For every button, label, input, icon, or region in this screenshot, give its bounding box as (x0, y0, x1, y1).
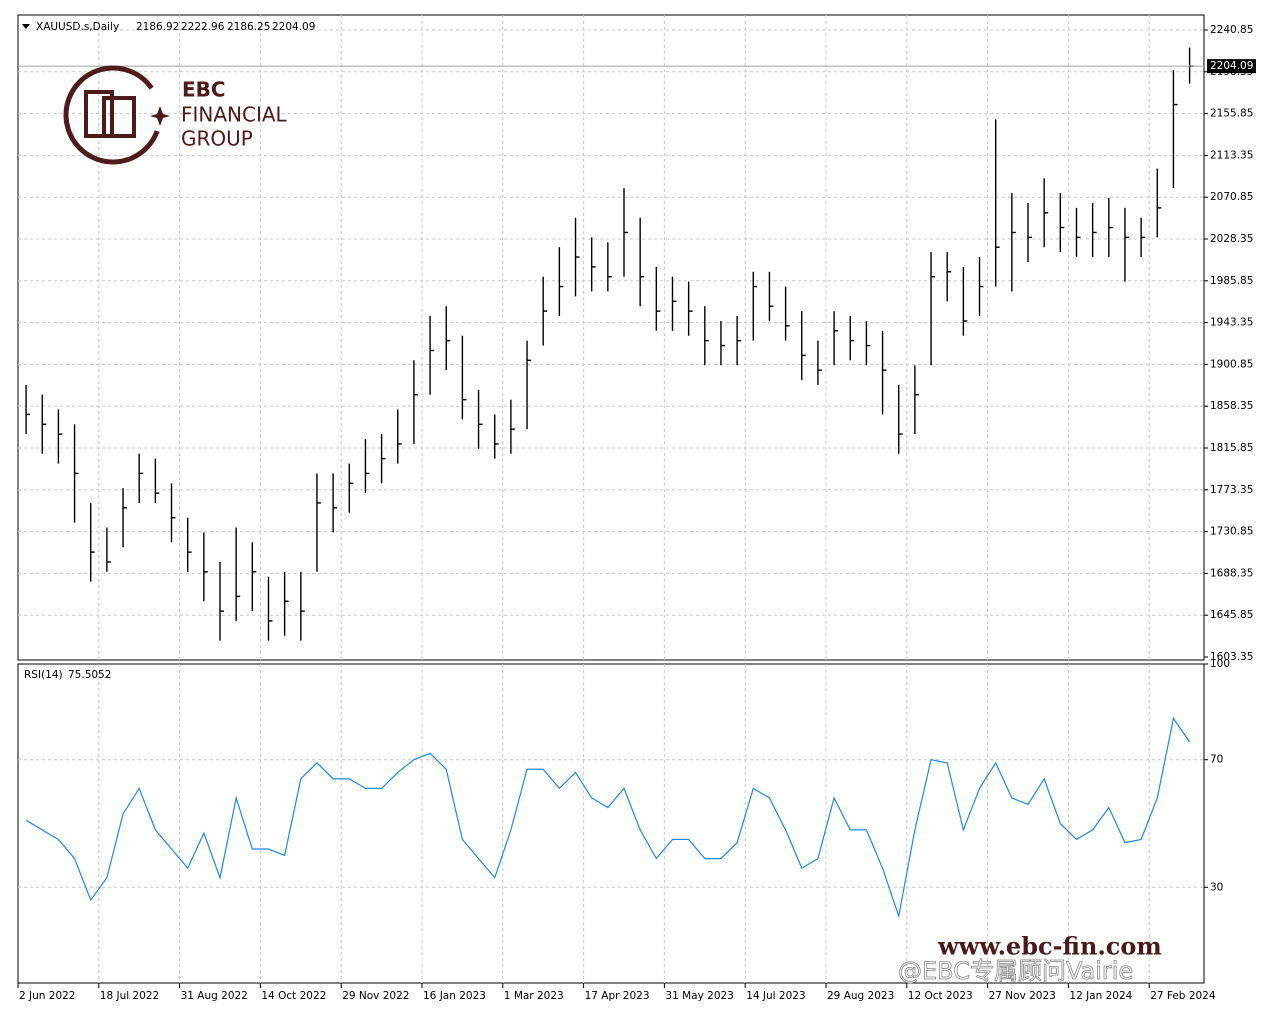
grid (18, 15, 1204, 983)
logo-line: GROUP (181, 127, 253, 151)
rsi-line (25, 716, 1191, 919)
y-tick-label: 1943.35 (1210, 317, 1253, 329)
y-tick-label: 1815.85 (1210, 442, 1253, 454)
logo: EBC FINANCIAL GROUP (63, 65, 288, 165)
marks (18, 47, 1204, 919)
y-tick-label: 1730.85 (1210, 526, 1253, 538)
x-tick-label: 12 Jan 2024 (1069, 990, 1132, 1002)
x-tick-label: 18 Jul 2022 (100, 990, 159, 1002)
y-tick-label: 1688.35 (1210, 567, 1253, 579)
y-tick-label: 1858.35 (1210, 400, 1253, 412)
y-tick-label: 30 (1210, 881, 1223, 893)
low-value: 2186.25 (227, 21, 270, 33)
x-tick-label: 14 Jul 2023 (746, 990, 805, 1002)
y-tick-label: 100 (1210, 658, 1230, 670)
y-tick-label: 70 (1210, 754, 1223, 766)
logo-brand: EBC (182, 78, 226, 102)
price-tag (1207, 59, 1256, 74)
close-value: 2204.09 (272, 21, 315, 33)
y-tick-label: 1900.85 (1210, 358, 1253, 370)
y-tick-label: 1603.35 (1210, 651, 1253, 663)
y-tick-label: 2070.85 (1210, 191, 1253, 203)
x-tick-label: 1 Mar 2023 (504, 990, 564, 1002)
x-tick-label: 14 Oct 2022 (261, 990, 326, 1002)
y-tick-label: 2113.35 (1210, 149, 1253, 161)
x-tick-label: 31 May 2023 (665, 990, 733, 1002)
x-tick-label: 27 Nov 2023 (989, 990, 1056, 1002)
y-tick-label: 2240.85 (1210, 24, 1253, 36)
x-tick-label: 12 Oct 2023 (908, 990, 973, 1002)
y-tick-label: 2155.85 (1210, 108, 1253, 120)
x-tick-label: 2 Jun 2022 (19, 990, 75, 1002)
x-tick-label: 27 Feb 2024 (1150, 990, 1216, 1002)
x-tick-label: 16 Jan 2023 (423, 990, 486, 1002)
y-tick-label: 1773.35 (1210, 484, 1253, 496)
high-value: 2222.96 (181, 21, 225, 33)
x-tick-label: 29 Aug 2023 (827, 990, 894, 1002)
symbol: XAUUSD.s,Daily (36, 21, 119, 33)
x-tick-label: 31 Aug 2022 (181, 990, 248, 1002)
indicator-name: RSI(14) (24, 669, 63, 681)
y-tick-label: 1985.85 (1210, 275, 1253, 287)
x-tick-label: 17 Apr 2023 (585, 990, 650, 1002)
watermark-credit: @EBC专属顾问Vairie (898, 957, 1133, 985)
menu-arrow[interactable] (22, 24, 30, 29)
rsi-panel (17, 663, 1205, 984)
logo-line: FINANCIAL (181, 103, 288, 127)
y-tick-label: 1645.85 (1210, 609, 1253, 621)
open-value: 2186.92 (136, 21, 179, 33)
y-tick-label: 2028.35 (1210, 233, 1253, 245)
indicator-value: 75.5052 (68, 669, 111, 681)
watermark-url: www.ebc-fin.com (937, 932, 1162, 961)
price-tag-label: 2204.09 (1210, 60, 1253, 72)
x-tick-label: 29 Nov 2022 (342, 990, 409, 1002)
price-panel (17, 14, 1205, 661)
